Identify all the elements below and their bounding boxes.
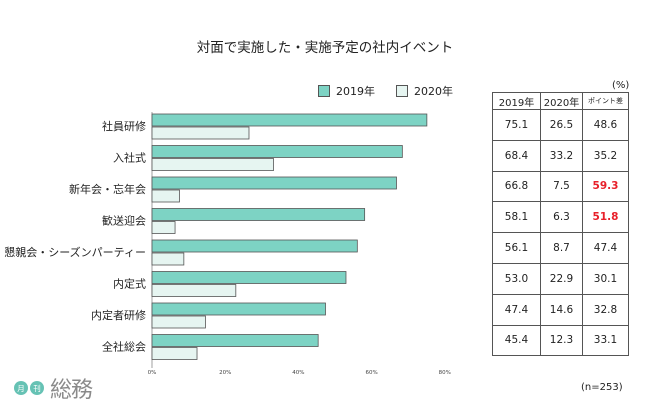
legend-swatch-2019 (318, 85, 330, 97)
x-tick-label: 60% (365, 370, 377, 376)
category-label: 入社式 (113, 151, 146, 165)
table-cell: 33.2 (540, 139, 583, 172)
bar-2020 (151, 347, 198, 360)
x-tick-label: 80% (439, 370, 451, 376)
table-cell: 45.4 (492, 324, 541, 357)
bar-2019 (151, 208, 366, 221)
bar-2020 (151, 221, 176, 234)
chart-title: 対面で実施した・実施予定の社内イベント (196, 40, 454, 56)
bar-2019 (151, 334, 319, 347)
category-label: 全社総会 (102, 340, 146, 354)
table-cell: 47.4 (492, 293, 541, 326)
table-row: 58.1 6.3 51.8 (492, 201, 629, 234)
table-header-row: 2019年 2020年 ポイント差 (492, 92, 629, 110)
x-tick-label: 0% (148, 370, 157, 376)
bar-2020 (151, 158, 274, 171)
category-label: 社員研修 (102, 119, 146, 133)
legend-2020: 2020年 (396, 83, 453, 99)
bar-2019 (151, 239, 358, 253)
bar-2020 (151, 284, 237, 297)
table-cell: 75.1 (492, 109, 541, 141)
table-cell: 47.4 (582, 232, 629, 264)
sample-size-note: (n=253) (581, 382, 623, 393)
legend-2019: 2019年 (318, 83, 375, 99)
category-label: 内定者研修 (91, 308, 146, 322)
logo-name: 総務 (50, 378, 93, 403)
table-cell: 48.6 (582, 109, 629, 141)
table-cell: 26.5 (540, 109, 583, 141)
legend-swatch-2020 (396, 85, 408, 97)
bar-2020 (151, 315, 206, 329)
bar-2020 (151, 126, 250, 140)
table-row: 56.1 8.7 47.4 (492, 232, 629, 264)
table-cell: 68.4 (492, 139, 541, 172)
bar-2019 (151, 271, 347, 284)
logo-badge-2: 刊 (30, 381, 44, 395)
table-cell: 33.1 (582, 324, 629, 357)
category-label: 歓送迎会 (102, 214, 146, 228)
table-cell: 7.5 (540, 170, 583, 203)
legend-label-2019: 2019年 (336, 85, 375, 98)
table-cell: 32.8 (582, 293, 629, 326)
table-cell: 59.3 (582, 170, 629, 203)
category-label: 懇親会・シーズンパーティー (4, 245, 146, 259)
values-table: 2019年 2020年 ポイント差 75.1 26.5 48.6 68.4 33.2 35… (492, 92, 629, 357)
table-cell: 56.1 (492, 232, 541, 264)
bar-2019 (151, 113, 428, 127)
table-cell: 53.0 (492, 262, 541, 295)
table-row: 45.4 12.3 33.1 (492, 324, 629, 357)
table-cell: 8.7 (540, 232, 583, 264)
table-cell: 6.3 (540, 201, 583, 234)
table-row: 66.8 7.5 59.3 (492, 170, 629, 203)
table-cell: 22.9 (540, 262, 583, 295)
table-cell: 30.1 (582, 262, 629, 295)
bar-2019 (151, 145, 403, 158)
table-header: 2020年 (540, 92, 583, 110)
x-tick-label: 40% (292, 370, 304, 376)
legend-label-2020: 2020年 (414, 85, 453, 98)
x-tick-label: 20% (219, 370, 231, 376)
bar-2019 (151, 302, 326, 316)
table-cell: 14.6 (540, 293, 583, 326)
table-header: ポイント差 (582, 92, 629, 110)
category-label: 新年会・忘年会 (69, 182, 146, 196)
table-row: 68.4 33.2 35.2 (492, 139, 629, 172)
table-cell: 35.2 (582, 139, 629, 172)
table-row: 75.1 26.5 48.6 (492, 109, 629, 141)
table-row: 47.4 14.6 32.8 (492, 293, 629, 326)
logo: 月 刊 総務 (14, 372, 93, 404)
category-label: 内定式 (113, 277, 146, 291)
bar-2020 (151, 252, 185, 266)
table-row: 53.0 22.9 30.1 (492, 262, 629, 295)
table-header: 2019年 (492, 92, 541, 110)
table-cell: 51.8 (582, 201, 629, 234)
bar-2019 (151, 176, 397, 190)
table-cell: 58.1 (492, 201, 541, 234)
unit-label: (%) (612, 80, 630, 91)
table-cell: 12.3 (540, 324, 583, 357)
logo-badge-1: 月 (14, 381, 28, 395)
table-cell: 66.8 (492, 170, 541, 203)
bar-2020 (151, 189, 180, 203)
